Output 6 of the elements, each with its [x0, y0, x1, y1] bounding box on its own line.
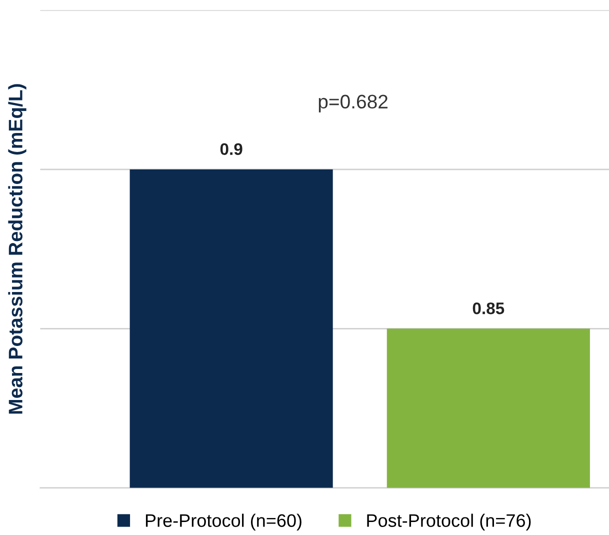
annotation: p=0.682: [318, 94, 388, 112]
data-label: 0.9: [220, 143, 242, 156]
y-axis-title: Mean Potassium Reduction (mEq/L): [8, 84, 26, 414]
legend-label: Post-Protocol (n=76): [367, 514, 531, 531]
data-label: 0.85: [472, 302, 504, 314]
legend-label: Pre-Protocol (n=60): [146, 514, 302, 531]
